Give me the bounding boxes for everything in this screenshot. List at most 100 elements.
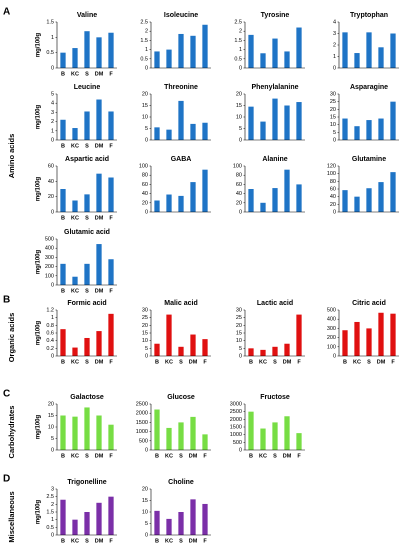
bar — [342, 118, 348, 140]
bar — [390, 313, 396, 356]
bar — [60, 52, 66, 68]
x-tick-label: F — [109, 215, 113, 221]
x-tick-label: F — [297, 453, 301, 459]
y-tick-label: 20 — [48, 194, 54, 200]
y-tick-label: 1.5 — [234, 38, 242, 44]
y-tick-label: 0.5 — [46, 50, 54, 56]
bar — [166, 194, 172, 212]
x-tick-label: B — [249, 359, 253, 365]
y-tick-label: 0 — [51, 209, 54, 215]
bar — [260, 53, 266, 68]
y-tick-label: 0 — [239, 65, 242, 71]
bar — [248, 34, 254, 68]
x-tick-label: KC — [165, 453, 173, 459]
x-tick-label: B — [61, 359, 65, 365]
y-axis-label: mg/100g — [36, 249, 42, 274]
y-tick-label: 0 — [239, 447, 242, 453]
x-tick-label: F — [203, 538, 207, 544]
y-tick-label: 400 — [45, 246, 54, 252]
x-tick-label: DM — [189, 453, 198, 459]
y-tick-label: 10 — [142, 509, 148, 515]
chart-title: Glutamic acid — [64, 229, 110, 236]
bar — [72, 519, 78, 535]
x-tick-label: S — [273, 359, 277, 365]
y-tick-label: 1 — [333, 54, 336, 60]
bar — [178, 512, 184, 535]
y-tick-label: 80 — [236, 173, 242, 179]
y-tick-label: 2.5 — [234, 19, 242, 25]
y-tick-label: 0.5 — [140, 56, 148, 62]
y-tick-label: 0 — [145, 65, 148, 71]
chart-title: Glutamine — [352, 156, 386, 163]
bar — [108, 496, 114, 535]
y-tick-label: 80 — [330, 179, 336, 185]
bar — [72, 276, 78, 285]
y-tick-label: 1.5 — [140, 38, 148, 44]
y-tick-label: 0.5 — [234, 56, 242, 62]
x-tick-label: S — [179, 453, 183, 459]
y-tick-label: 4 — [51, 101, 54, 107]
bar — [154, 200, 160, 212]
chart-title: Fructose — [260, 394, 290, 401]
chart-title: Lactic acid — [257, 300, 293, 307]
y-tick-label: 2 — [145, 29, 148, 35]
y-tick-label: 2000 — [136, 411, 148, 417]
bar — [248, 189, 254, 212]
bar — [154, 343, 160, 356]
bar — [202, 503, 208, 535]
y-tick-label: 0 — [239, 209, 242, 215]
y-tick-label: 10 — [48, 424, 54, 430]
bar — [60, 189, 66, 212]
y-tick-label: 60 — [236, 182, 242, 188]
x-tick-label: KC — [71, 359, 79, 365]
y-tick-label: 40 — [142, 191, 148, 197]
y-tick-label: 20 — [236, 200, 242, 206]
panel-letter: A — [3, 7, 10, 18]
chart-title: Valine — [77, 12, 97, 19]
y-tick-label: 15 — [236, 103, 242, 109]
y-tick-label: 500 — [139, 438, 148, 444]
bar — [72, 200, 78, 212]
bar — [60, 263, 66, 285]
x-tick-label: B — [155, 359, 159, 365]
y-tick-label: 20 — [142, 200, 148, 206]
chart-title: Choline — [168, 479, 194, 486]
bar — [84, 194, 90, 212]
y-tick-label: 80 — [142, 173, 148, 179]
bar — [260, 349, 266, 356]
y-tick-label: 0 — [145, 137, 148, 143]
y-tick-label: 5 — [145, 346, 148, 352]
y-tick-label: 10 — [142, 114, 148, 120]
chart-title: GABA — [171, 156, 192, 163]
y-tick-label: 300 — [327, 326, 336, 332]
x-tick-label: B — [343, 359, 347, 365]
y-tick-label: 1 — [239, 47, 242, 53]
y-tick-label: 3 — [51, 486, 54, 492]
y-tick-label: 0 — [333, 209, 336, 215]
y-tick-label: 0 — [333, 65, 336, 71]
y-tick-label: 15 — [330, 114, 336, 120]
y-tick-label: 400 — [327, 317, 336, 323]
panel-label: Amino acids — [7, 134, 16, 179]
bar — [84, 407, 90, 450]
x-tick-label: S — [85, 453, 89, 459]
bar — [272, 38, 278, 68]
x-tick-label: B — [249, 453, 253, 459]
x-tick-label: DM — [189, 538, 198, 544]
panel-label: Miscellaneous — [7, 491, 16, 542]
bar — [296, 27, 302, 68]
x-tick-label: S — [85, 215, 89, 221]
x-tick-label: DM — [95, 215, 104, 221]
bar — [202, 434, 208, 450]
y-tick-label: 15 — [142, 103, 148, 109]
y-tick-label: 0.5 — [46, 525, 54, 531]
y-tick-label: 1 — [51, 128, 54, 134]
x-tick-label: DM — [95, 453, 104, 459]
bar — [72, 48, 78, 68]
chart-title: Isoleucine — [164, 12, 198, 19]
panel-label: Carbohydrates — [7, 406, 16, 459]
bar — [272, 422, 278, 450]
y-tick-label: 10 — [236, 338, 242, 344]
y-tick-label: 0 — [145, 353, 148, 359]
